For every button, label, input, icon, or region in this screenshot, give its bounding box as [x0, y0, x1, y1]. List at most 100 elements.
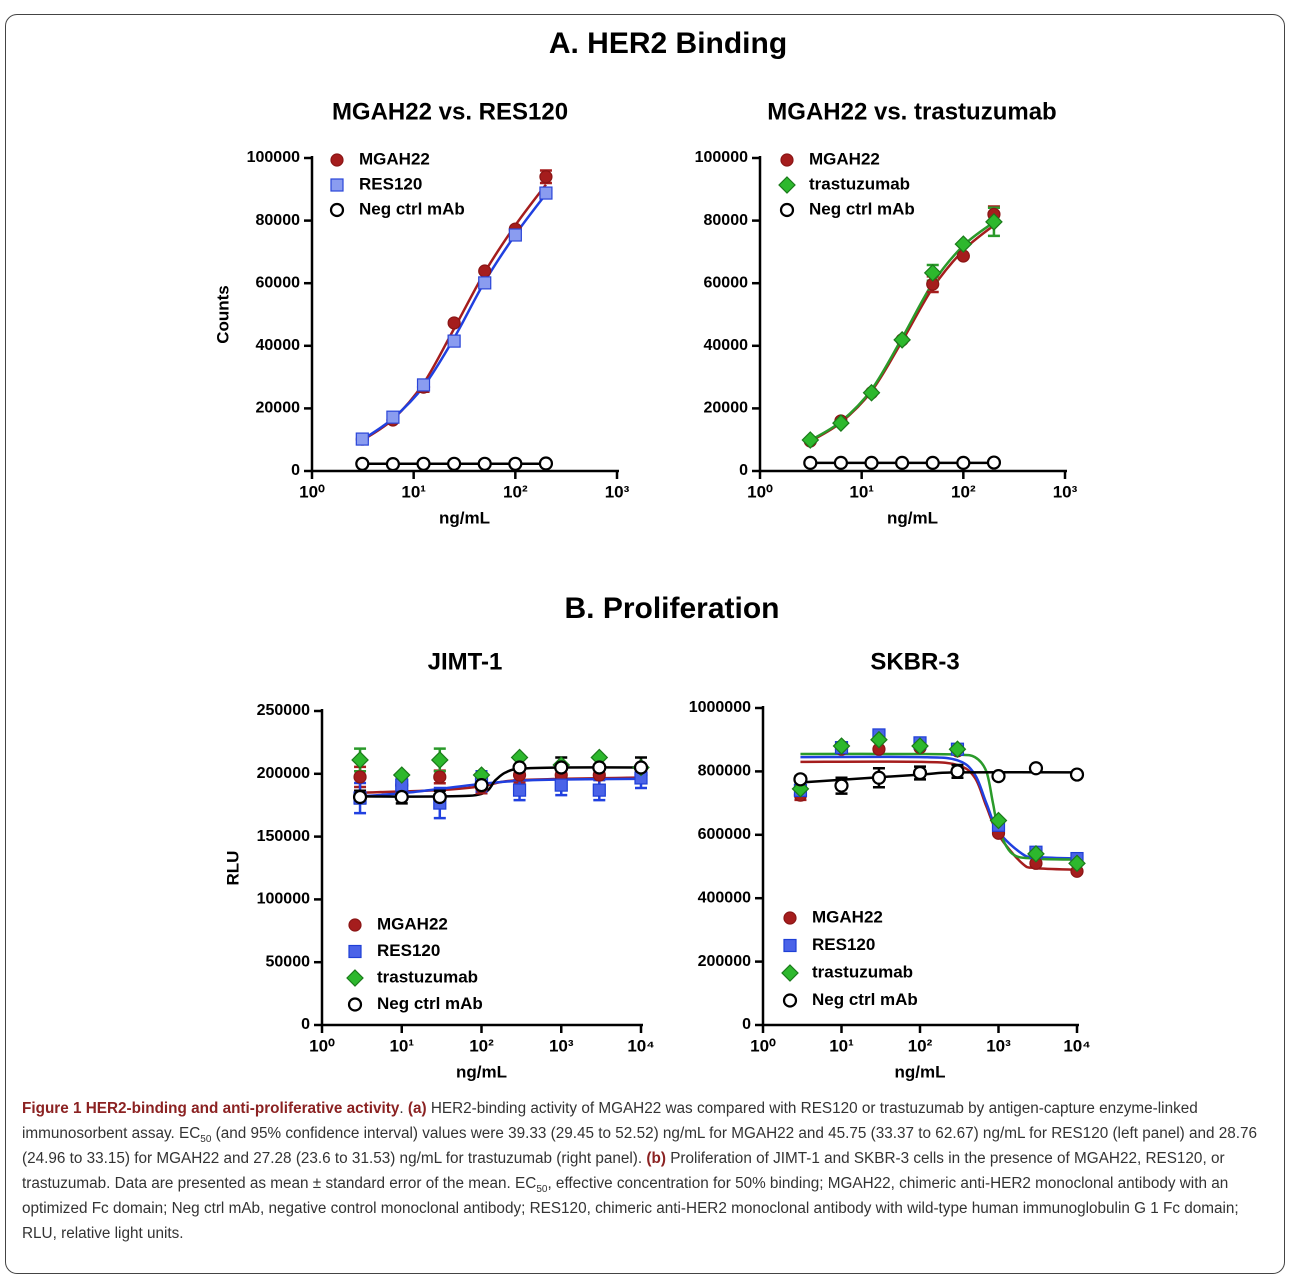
marker: [834, 778, 849, 793]
x-tick-label: 10³: [605, 482, 630, 501]
marker: [991, 769, 1006, 784]
marker: [1028, 761, 1044, 776]
legend-marker: [782, 993, 798, 1008]
legend-marker: [346, 969, 364, 987]
y-tick-label: 0: [291, 462, 300, 479]
marker: [950, 764, 965, 779]
y-tick-label: 0: [301, 1016, 310, 1033]
y-tick-label: 80000: [256, 212, 301, 229]
marker: [447, 316, 461, 330]
marker: [793, 772, 808, 787]
x-axis-label: ng/mL: [887, 508, 938, 527]
marker: [508, 456, 523, 471]
x-tick-label: 10⁰: [747, 482, 773, 501]
legend-label: RES120: [812, 935, 875, 954]
x-tick-label: 10²: [503, 482, 528, 501]
x-tick-label: 10⁴: [1063, 1036, 1090, 1055]
y-tick-label: 100000: [247, 149, 300, 166]
marker: [1068, 854, 1086, 873]
marker: [925, 455, 940, 470]
marker: [538, 456, 554, 471]
marker: [986, 455, 1002, 470]
x-tick-label: 10⁰: [750, 1036, 776, 1055]
x-tick-label: 10¹: [389, 1036, 414, 1055]
legend-label: MGAH22: [812, 907, 883, 926]
marker: [447, 334, 461, 348]
caption-text: 50: [200, 1134, 212, 1146]
legend-label: Neg ctrl mAb: [812, 990, 918, 1009]
y-tick-label: 0: [739, 462, 748, 479]
legend-marker: [330, 153, 344, 167]
marker: [416, 378, 431, 392]
marker: [554, 778, 568, 792]
marker: [871, 770, 887, 785]
marker: [432, 789, 447, 805]
marker: [832, 737, 851, 755]
y-tick-label: 250000: [257, 702, 310, 719]
caption-text: (a): [407, 1100, 427, 1117]
legend-marker: [329, 202, 345, 218]
caption-text: Figure 1 HER2-binding and anti-prolifera…: [22, 1100, 400, 1117]
y-tick-label: 200000: [698, 953, 751, 970]
legend-marker: [780, 153, 794, 167]
marker: [948, 740, 967, 759]
marker: [512, 783, 527, 797]
x-axis-label: ng/mL: [439, 508, 490, 527]
marker: [539, 186, 553, 200]
figure: A. HER2 Binding B. Proliferation MGAH22 …: [213, 27, 1090, 1082]
marker: [592, 760, 607, 775]
marker: [394, 789, 409, 805]
chart: MGAH22 vs. RES120 0 20000 40000 60000 80000 10…: [213, 98, 629, 527]
caption-text: HER2-binding activity of MGAH22 was comp…: [22, 1100, 1198, 1142]
legend-label: MGAH22: [377, 914, 448, 933]
x-tick-label: 10⁴: [627, 1036, 654, 1055]
section-title: A. HER2 Binding: [549, 27, 787, 60]
marker: [478, 276, 492, 290]
y-tick-label: 800000: [698, 763, 751, 780]
marker: [864, 455, 879, 470]
y-tick-label: 200000: [257, 765, 310, 782]
caption-text: , effective concentration for 50% bindin…: [22, 1175, 1239, 1242]
legend-marker: [347, 997, 363, 1012]
marker: [554, 760, 569, 775]
marker: [539, 170, 553, 184]
caption-text: (b): [646, 1150, 666, 1167]
marker: [477, 456, 492, 471]
y-tick-label: 100000: [695, 149, 748, 166]
legend-marker: [783, 911, 797, 925]
marker: [447, 456, 462, 471]
x-tick-label: 10²: [469, 1036, 494, 1055]
x-tick-label: 10³: [986, 1036, 1011, 1055]
x-tick-label: 10⁰: [299, 482, 325, 501]
fit-curve: [361, 183, 547, 442]
marker: [801, 431, 820, 449]
y-tick-label: 20000: [704, 400, 749, 417]
marker: [385, 457, 401, 472]
legend-marker: [348, 918, 362, 932]
marker: [833, 455, 849, 470]
x-tick-label: 10¹: [849, 482, 874, 501]
section-title: B. Proliferation: [564, 592, 779, 625]
y-tick-label: 40000: [256, 337, 301, 354]
chart: JIMT-1 0 50000 100000 150000 200000 250000 10⁰ 1…: [223, 648, 654, 1081]
legend-marker: [348, 944, 362, 959]
marker: [862, 383, 881, 402]
chart: MGAH22 vs. trastuzumab 0 20000 40000 60000 80…: [695, 98, 1078, 527]
chart-title: JIMT-1: [428, 648, 503, 675]
marker: [508, 228, 522, 242]
marker: [355, 456, 370, 471]
y-axis-label: RLU: [223, 851, 242, 886]
legend-label: Neg ctrl mAb: [809, 199, 915, 218]
y-tick-label: 60000: [256, 274, 301, 291]
legend-label: trastuzumab: [812, 962, 913, 981]
marker: [592, 783, 606, 797]
marker: [351, 751, 369, 769]
y-tick-label: 100000: [257, 891, 310, 908]
marker: [1069, 767, 1085, 782]
marker: [430, 751, 449, 769]
marker: [895, 455, 910, 470]
y-axis-label: Counts: [213, 285, 232, 344]
y-tick-label: 400000: [698, 889, 751, 906]
marker: [386, 410, 400, 424]
